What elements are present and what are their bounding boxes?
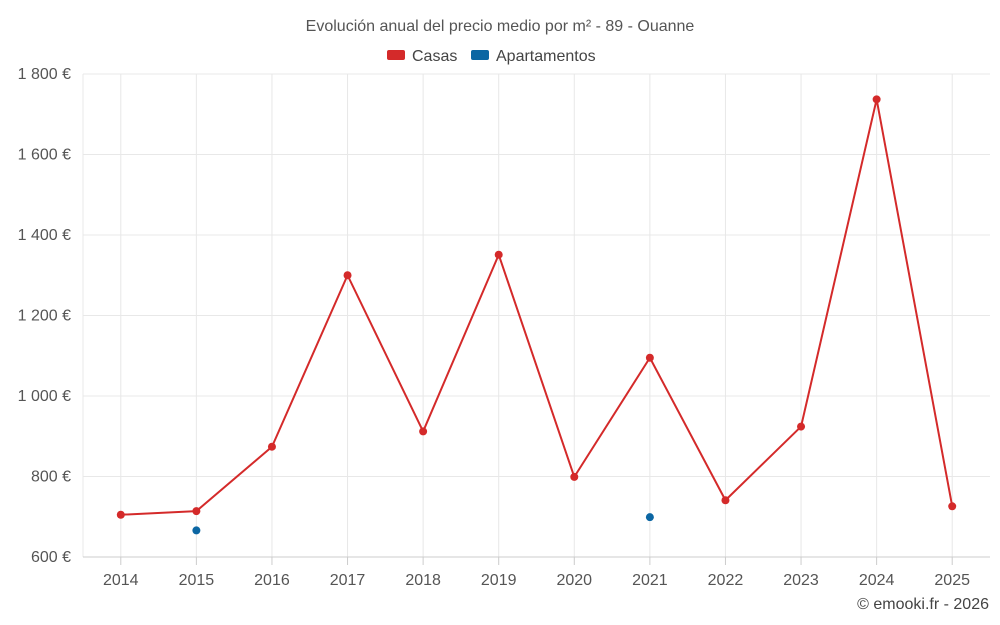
y-tick-label: 1 800 € <box>18 66 71 83</box>
legend-item-casas[interactable]: Casas <box>387 48 457 65</box>
data-point-casas-2020[interactable] <box>570 472 579 481</box>
legend-swatch-apartamentos <box>471 50 489 60</box>
x-tick-label: 2021 <box>632 572 668 589</box>
data-point-casas-2021[interactable] <box>645 353 654 362</box>
x-tick-label: 2014 <box>103 572 139 589</box>
x-tick-label: 2025 <box>934 572 970 589</box>
chart-title: Evolución anual del precio medio por m² … <box>306 18 695 35</box>
chart-credit: © emooki.fr - 2026 <box>857 596 989 613</box>
data-point-casas-2019[interactable] <box>494 250 503 259</box>
legend-label-apartamentos: Apartamentos <box>496 48 596 65</box>
x-tick-label: 2023 <box>783 572 819 589</box>
series <box>116 95 957 535</box>
legend: Casas Apartamentos <box>387 48 596 65</box>
legend-item-apartamentos[interactable]: Apartamentos <box>471 48 596 65</box>
x-tick-label: 2019 <box>481 572 517 589</box>
x-tick-label: 2024 <box>859 572 895 589</box>
x-tick-label: 2016 <box>254 572 290 589</box>
y-tick-label: 600 € <box>31 549 71 566</box>
y-tick-label: 1 000 € <box>18 388 71 405</box>
data-point-casas-2018[interactable] <box>419 427 428 436</box>
y-tick-label: 800 € <box>31 469 71 486</box>
legend-swatch-casas <box>387 50 405 60</box>
x-tick-label: 2017 <box>330 572 366 589</box>
data-point-casas-2025[interactable] <box>948 502 957 511</box>
y-tick-label: 1 400 € <box>18 227 71 244</box>
data-point-casas-2014[interactable] <box>116 510 125 519</box>
x-tick-label: 2018 <box>405 572 441 589</box>
axes: 600 € 800 € 1 000 € 1 200 € 1 400 € 1 600 € 1 … <box>18 66 990 589</box>
x-tick-label: 2020 <box>556 572 592 589</box>
data-point-casas-2024[interactable] <box>872 95 881 104</box>
grid <box>82 73 990 557</box>
data-point-casas-2015[interactable] <box>192 507 201 516</box>
legend-label-casas: Casas <box>412 48 457 65</box>
data-point-casas-2022[interactable] <box>721 496 730 505</box>
x-tick-label: 2015 <box>179 572 215 589</box>
data-point-apartamentos-2021[interactable] <box>645 513 654 522</box>
data-point-casas-2023[interactable] <box>797 422 806 431</box>
y-tick-label: 1 600 € <box>18 147 71 164</box>
x-tick-label: 2022 <box>708 572 744 589</box>
series-line-casas <box>120 98 954 516</box>
data-point-casas-2017[interactable] <box>343 271 352 280</box>
y-tick-label: 1 200 € <box>18 308 71 325</box>
data-point-casas-2016[interactable] <box>267 442 276 451</box>
data-point-apartamentos-2015[interactable] <box>192 526 201 535</box>
